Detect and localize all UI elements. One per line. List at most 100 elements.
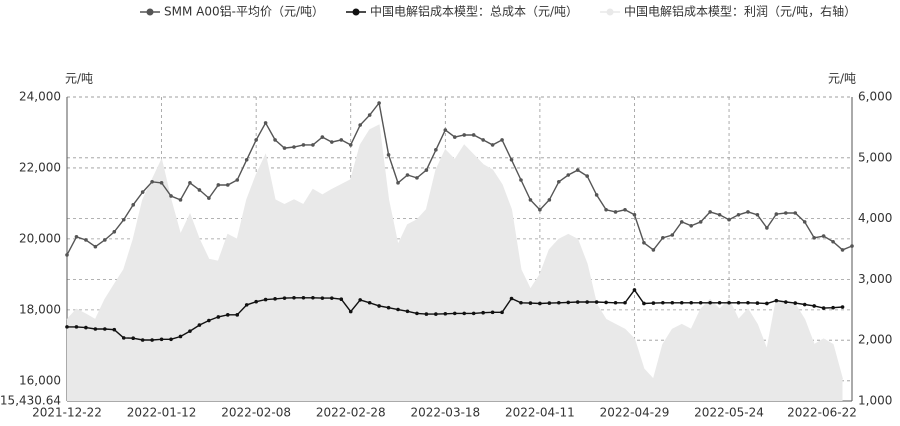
y-tick-label: 18,000 — [19, 302, 61, 316]
point — [509, 157, 514, 162]
point — [727, 217, 731, 222]
point — [642, 301, 646, 306]
point — [575, 300, 580, 304]
point — [254, 138, 258, 142]
point — [112, 230, 117, 234]
point — [575, 168, 580, 172]
point — [74, 234, 79, 239]
point — [585, 300, 589, 304]
point — [188, 181, 192, 185]
point — [812, 236, 816, 240]
point — [755, 301, 760, 305]
point — [802, 220, 807, 224]
point — [434, 312, 438, 316]
point — [623, 300, 627, 305]
y-tick-label: 15,430.64 — [0, 394, 61, 408]
point — [386, 153, 391, 157]
y2-tick-label: 4,000 — [858, 211, 892, 225]
point — [434, 148, 438, 152]
point — [727, 300, 731, 305]
point — [301, 143, 306, 147]
point — [131, 203, 136, 207]
point — [670, 233, 675, 237]
point — [197, 188, 202, 192]
point — [594, 193, 599, 197]
point — [386, 305, 391, 310]
point — [821, 306, 826, 310]
point — [367, 113, 372, 117]
point — [282, 296, 287, 300]
point — [358, 123, 362, 127]
x-tick-label: 2022-05-24 — [694, 406, 764, 420]
point — [452, 135, 457, 139]
point — [708, 300, 712, 305]
y-axis-label: 元/吨 — [65, 72, 93, 86]
point — [840, 305, 845, 309]
y2-tick-label: 5,000 — [858, 150, 892, 164]
point — [500, 138, 504, 142]
point — [774, 298, 779, 303]
point — [396, 181, 400, 185]
point — [339, 138, 344, 142]
point — [103, 327, 107, 331]
point — [121, 217, 126, 222]
y2-tick-label: 2,000 — [858, 333, 892, 347]
point — [311, 143, 315, 147]
point — [774, 212, 779, 216]
point — [65, 325, 69, 329]
point — [689, 223, 694, 228]
point — [273, 297, 277, 301]
point — [471, 311, 476, 316]
point — [405, 173, 410, 177]
y2-tick-label: 1,000 — [858, 394, 892, 408]
point — [717, 212, 722, 217]
point — [207, 318, 211, 323]
y-tick-label: 22,000 — [19, 160, 61, 174]
point — [424, 168, 429, 172]
x-tick-label: 2022-03-18 — [410, 406, 480, 420]
point — [415, 176, 419, 180]
point — [557, 179, 561, 184]
point — [765, 226, 769, 230]
point — [519, 178, 523, 182]
point — [812, 304, 816, 308]
point — [547, 301, 552, 305]
point — [282, 146, 287, 150]
point — [708, 210, 712, 214]
point — [292, 145, 296, 149]
point — [755, 212, 760, 217]
point — [131, 336, 136, 341]
area-fill — [67, 125, 843, 401]
point — [831, 239, 835, 244]
point — [235, 313, 240, 317]
point — [358, 298, 362, 302]
point — [821, 234, 826, 238]
point — [159, 337, 164, 342]
point — [396, 307, 400, 312]
point — [661, 236, 665, 240]
point — [831, 305, 835, 310]
point — [481, 138, 485, 142]
point — [348, 309, 353, 314]
point — [244, 303, 249, 307]
point — [330, 296, 334, 300]
point — [642, 241, 646, 245]
point — [566, 173, 571, 177]
point — [424, 312, 429, 316]
point — [783, 211, 788, 215]
y2-tick-label: 6,000 — [858, 90, 892, 104]
y-tick-label: 16,000 — [19, 373, 61, 387]
point — [679, 300, 684, 305]
point — [689, 300, 694, 305]
point — [471, 133, 476, 137]
point — [698, 300, 703, 305]
x-tick-label: 2022-02-28 — [316, 406, 386, 420]
point — [159, 181, 164, 185]
point — [840, 248, 845, 252]
point — [348, 143, 353, 147]
point — [339, 297, 344, 302]
point — [490, 310, 495, 315]
point — [405, 309, 410, 314]
point — [443, 311, 448, 316]
point — [140, 338, 145, 342]
